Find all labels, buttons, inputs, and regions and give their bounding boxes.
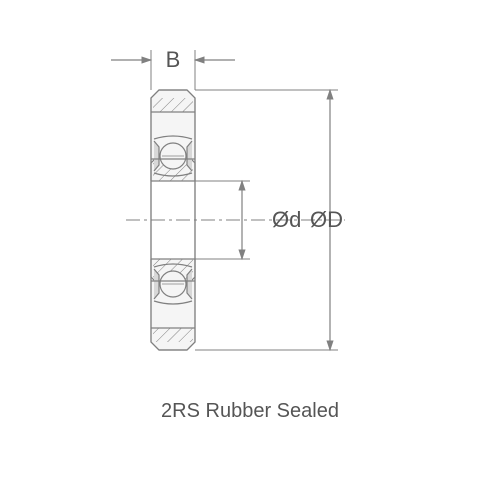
label-D: ØD [310,207,343,232]
label-d: Ød [272,207,301,232]
bearing-svg: B Ød ØD [0,0,500,500]
bearing-diagram: B Ød ØD 2RS Rubber Sealed [0,0,500,500]
caption-text: 2RS Rubber Sealed [0,400,500,423]
label-B: B [166,47,181,72]
